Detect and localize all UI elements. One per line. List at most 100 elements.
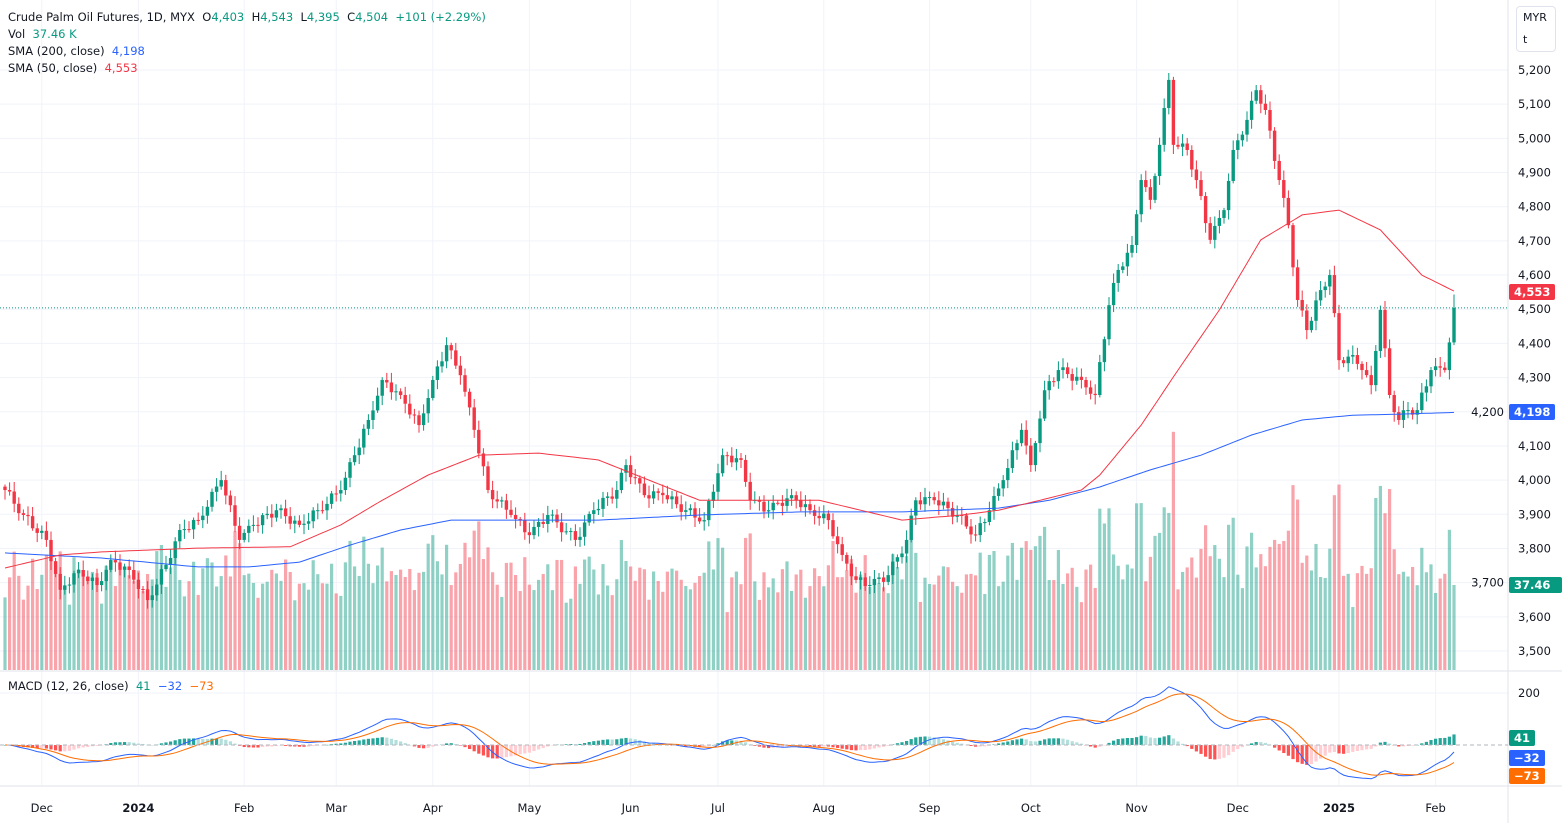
candle xyxy=(421,404,426,431)
volume-bar xyxy=(1268,546,1272,670)
candle-body xyxy=(1217,217,1222,226)
macd-hist-bar xyxy=(357,740,361,745)
candle-body xyxy=(720,455,725,474)
volume-bar xyxy=(698,576,702,670)
candle xyxy=(1226,173,1231,220)
candle-body xyxy=(757,499,762,502)
sma50-legend[interactable]: SMA (50, close) 4,553 xyxy=(8,60,486,77)
candle xyxy=(214,478,219,502)
macd-hist-bar xyxy=(863,745,867,750)
macd-hist-bar xyxy=(1346,745,1350,754)
macd-hist-bar xyxy=(836,745,840,748)
macd-hist-bar xyxy=(831,745,835,748)
currency-unit-button[interactable]: MYR t xyxy=(1516,6,1556,52)
candle-body xyxy=(403,395,407,404)
candle xyxy=(1387,339,1392,399)
volume-bar xyxy=(564,602,568,670)
candle-body xyxy=(1111,282,1116,306)
candle-body xyxy=(1355,355,1360,364)
candle xyxy=(306,512,311,530)
volume-bar xyxy=(21,599,25,670)
macd-legend[interactable]: MACD (12, 26, close) 41 −32 −73 xyxy=(8,679,214,693)
volume-bar xyxy=(964,574,968,670)
volume-bar xyxy=(1392,549,1396,670)
candle-body xyxy=(1121,266,1125,270)
candle-body xyxy=(141,588,145,590)
macd-hist-bar xyxy=(288,745,292,747)
volume-bar xyxy=(491,572,495,670)
candle-body xyxy=(615,490,619,499)
candle-body xyxy=(477,429,481,454)
volume-bar xyxy=(1286,530,1290,670)
volume-bar xyxy=(1328,548,1332,670)
candle-body xyxy=(808,504,812,511)
volume-bar xyxy=(403,576,407,670)
symbol-title[interactable]: Crude Palm Oil Futures, 1D, MYX xyxy=(8,10,195,24)
candle-body xyxy=(638,478,642,484)
candle xyxy=(412,408,417,424)
volume-bar xyxy=(1176,589,1180,670)
candle xyxy=(946,497,950,517)
currency-label: MYR xyxy=(1523,11,1547,24)
candle-body xyxy=(1130,244,1134,253)
candle-body xyxy=(1010,450,1015,469)
macd-hist-bar xyxy=(339,743,343,745)
candle xyxy=(17,497,21,521)
candle-body xyxy=(1144,180,1148,188)
candle xyxy=(1364,362,1369,378)
volume-bar xyxy=(123,567,127,670)
candle-body xyxy=(628,465,633,478)
volume-bar xyxy=(969,573,973,670)
volume-bar xyxy=(233,531,237,670)
candle-body xyxy=(201,515,205,521)
candle-body xyxy=(868,585,872,587)
volume-bar xyxy=(1107,508,1111,670)
candle xyxy=(343,471,348,495)
candle xyxy=(454,342,458,369)
candle-body xyxy=(1001,480,1005,489)
candle-body xyxy=(449,345,453,351)
volume-bar xyxy=(1305,555,1309,670)
macd-hist-bar xyxy=(182,738,186,745)
volume-bar xyxy=(1075,586,1079,670)
candle-body xyxy=(233,505,237,526)
macd-hist-bar xyxy=(914,737,918,745)
volume-bar xyxy=(863,555,867,670)
macd-hist-bar xyxy=(385,737,389,745)
sma200-legend[interactable]: SMA (200, close) 4,198 xyxy=(8,43,486,60)
candle xyxy=(697,508,702,524)
candle-body xyxy=(1295,267,1300,301)
volume-bar xyxy=(495,584,499,670)
candle xyxy=(26,506,30,526)
volume-bar xyxy=(555,559,559,670)
candle-body xyxy=(132,570,136,580)
candle-body xyxy=(1157,144,1162,177)
candle xyxy=(679,495,683,521)
macd-hist-bar xyxy=(224,739,228,745)
candle xyxy=(1314,291,1318,331)
macd-hist-bar xyxy=(477,745,481,754)
candle xyxy=(513,507,518,529)
volume-bar xyxy=(909,521,913,670)
volume-bar xyxy=(836,577,840,670)
candle xyxy=(799,491,803,512)
macd-hist-bar xyxy=(527,745,531,753)
macd-hist-bar xyxy=(615,739,619,745)
candle xyxy=(817,506,821,526)
volume-bar xyxy=(274,573,278,670)
candle xyxy=(481,448,486,476)
macd-hist-bar xyxy=(1259,742,1263,745)
macd-hist-bar xyxy=(1401,745,1405,747)
volume-bar xyxy=(155,551,159,670)
candle xyxy=(375,387,380,413)
candle xyxy=(1019,423,1024,447)
candle-body xyxy=(1065,367,1070,375)
candle-body xyxy=(582,522,587,537)
volume-legend[interactable]: Vol 37.46 K xyxy=(8,26,486,43)
candle xyxy=(1259,85,1263,114)
volume-bar xyxy=(417,572,421,670)
candle-body xyxy=(822,513,826,519)
candle-body xyxy=(1084,379,1088,388)
candle-body xyxy=(417,415,421,426)
